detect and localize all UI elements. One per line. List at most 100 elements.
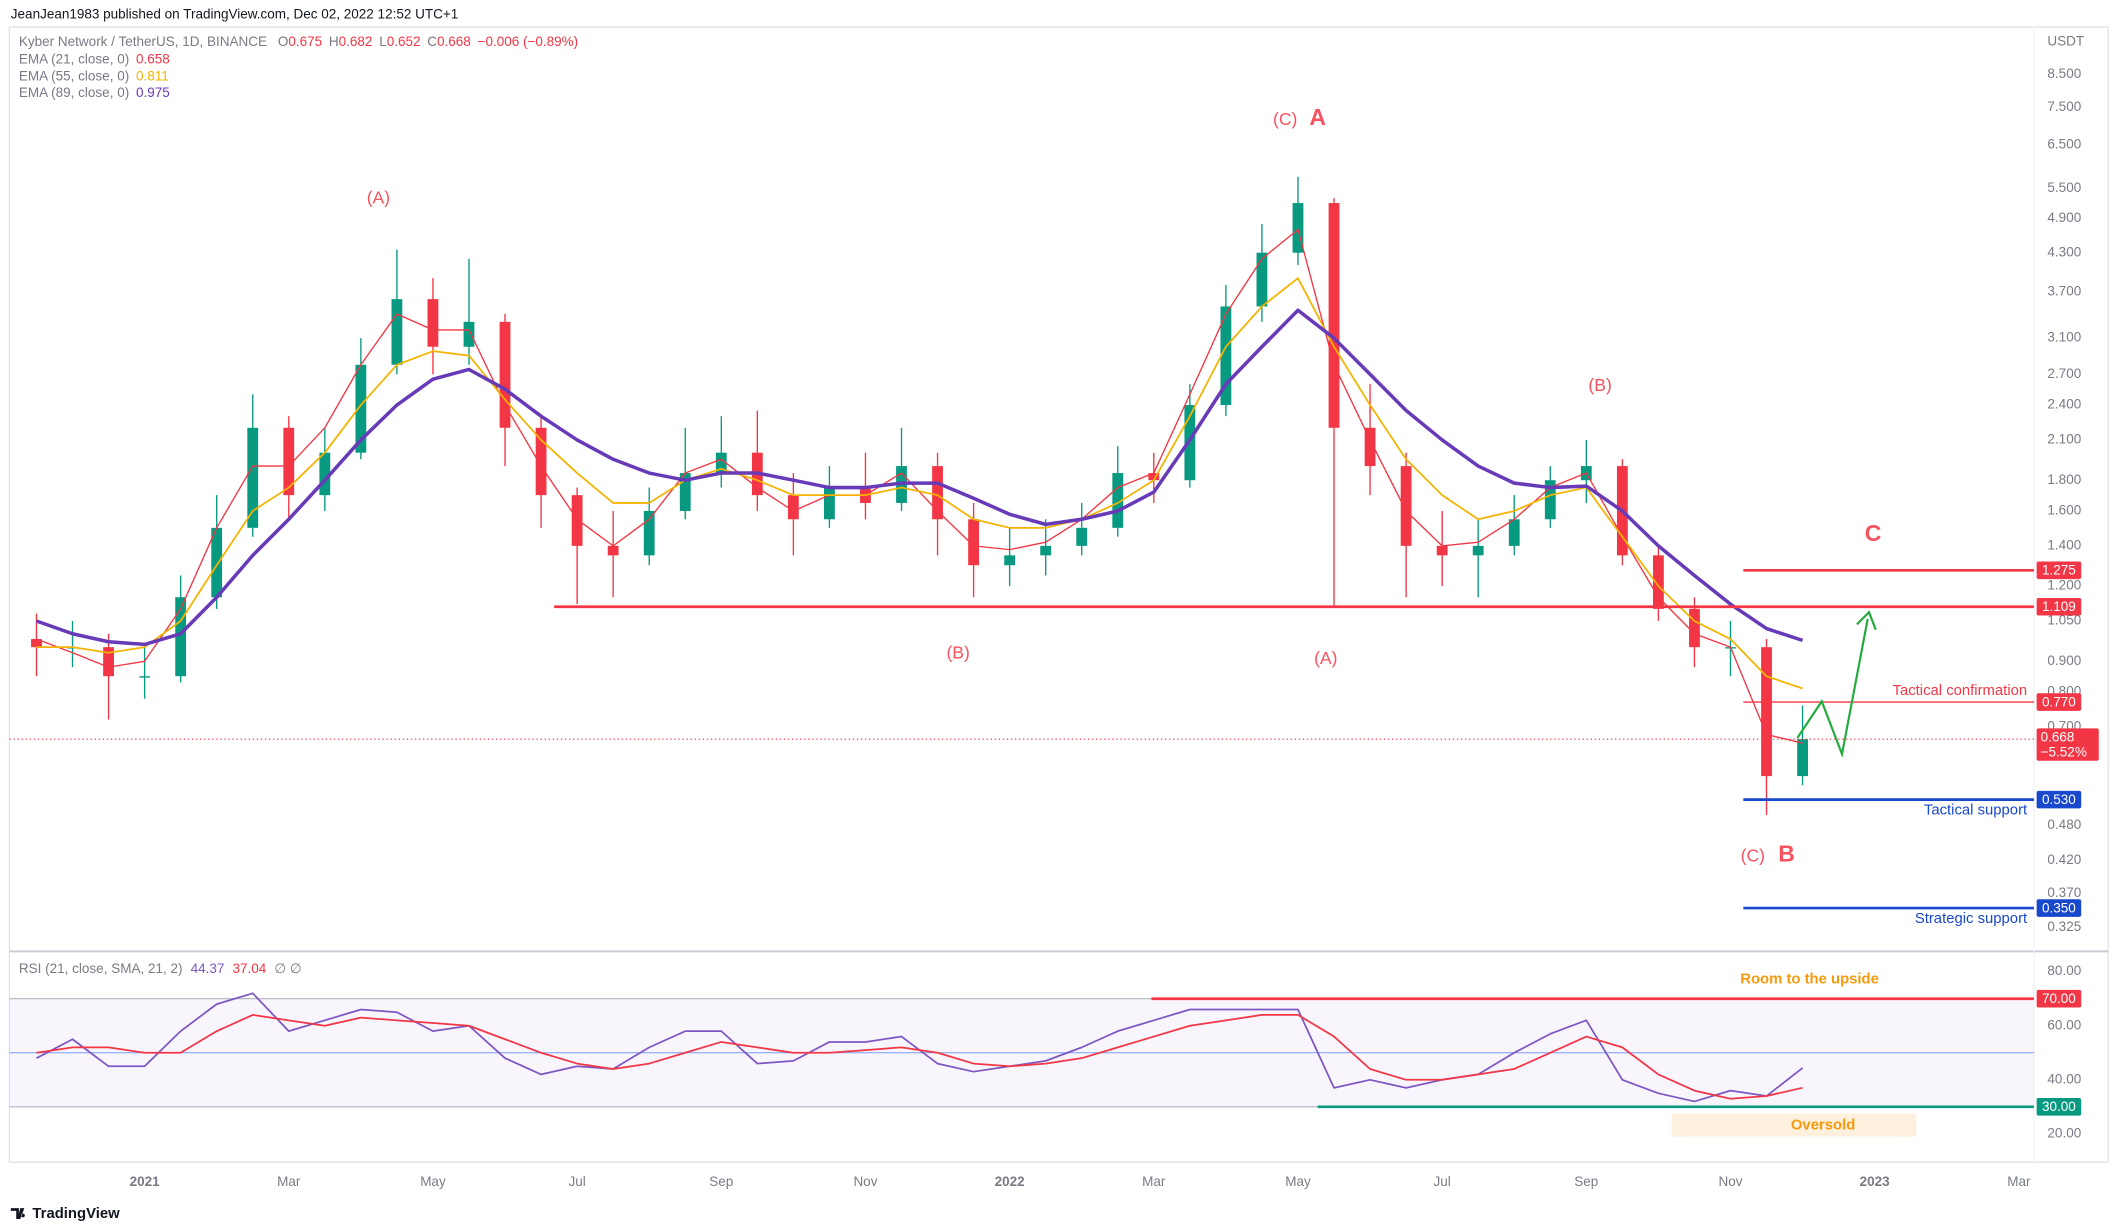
ema-line [35,308,1804,647]
oversold-box [1671,1113,1917,1137]
x-tick-label: Nov [1718,1174,1742,1189]
candle-body [139,676,151,678]
last-price-label: 0.668 [2041,729,2075,744]
candle-body [1472,545,1484,556]
candle-body [175,597,187,677]
candle-body [1652,555,1664,609]
candle-body [283,427,295,496]
x-tick-label: Mar [2007,1174,2031,1189]
price-level-tag-label: 1.275 [2042,563,2076,578]
y-tick-label: 0.370 [2047,885,2081,900]
y-tick-label: 8.500 [2047,66,2081,81]
rsi-level-tag-label: 70.00 [2042,991,2076,1006]
x-tick-label: 2021 [130,1174,161,1189]
x-tick-label: May [420,1174,446,1189]
y-tick-label: 0.420 [2047,852,2081,867]
wave-label: (C) [1741,845,1765,865]
price-level-tag-label: 0.770 [2042,694,2076,709]
candle-body [932,466,943,520]
candle-body [787,495,799,520]
candle-body [1436,545,1448,556]
candle-body [211,527,223,598]
y-tick-label: 1.400 [2047,537,2081,552]
wave-label: C [1865,520,1882,546]
candle-body [1544,480,1556,520]
candle-body [1004,555,1016,566]
x-tick-label: Mar [277,1174,301,1189]
x-tick-label: Sep [709,1174,733,1189]
candle-body [643,510,655,556]
candle-body [607,545,619,556]
y-tick-label: 4.900 [2047,210,2081,225]
level-note: Tactical support [1924,802,2028,818]
y-tick-label: 4.300 [2047,244,2081,259]
wave-label: (B) [946,643,969,663]
wave-label: B [1778,841,1795,867]
legend-value: 0.975 [136,85,170,100]
quote-key: C [427,33,437,48]
rsi-annotation: Room to the upside [1740,972,1879,988]
y-tick-label: 3.700 [2047,284,2081,299]
candle-body [824,487,835,520]
x-tick-label: Nov [853,1174,877,1189]
chart-frame [8,26,2109,1163]
candle-body [1797,739,1808,777]
legend-value: 0.811 [136,68,169,83]
price-level-tag [2036,561,2082,580]
quote-key: O [278,33,289,48]
wave-label: A [1309,104,1326,130]
y-tick-label: 1.050 [2047,613,2081,628]
footer-logo: TradingView [10,1206,120,1222]
price-level-tag-label: 0.530 [2042,792,2076,807]
rsi-tick-label: 60.00 [2047,1017,2081,1032]
price-level-tag [2036,597,2082,616]
last-price-change: −5.52% [2041,744,2087,759]
ema-legend: EMA (21, close, 0) 0.658 [19,51,170,66]
candle-body [319,452,331,496]
candle-body [391,299,403,365]
ema-legend: EMA (55, close, 0) 0.811 [19,68,169,83]
price-level-tag [2036,899,2082,917]
level-note: Tactical confirmation [1893,683,2028,699]
legend-value: 0.658 [136,51,170,66]
x-tick-label: Jul [1434,1174,1451,1189]
candle-body [1400,466,1412,546]
x-tick-label: Mar [1142,1174,1166,1189]
candle-body [535,427,547,496]
rsi-legend-value: 37.04 [232,961,266,976]
price-level-tag [2036,790,2082,809]
rsi-tick-label: 40.00 [2047,1071,2081,1086]
price-level-tag [2036,693,2082,711]
y-tick-label: 1.200 [2047,578,2081,593]
y-tick-label: 0.900 [2047,653,2081,668]
rsi-title: RSI (21, close, SMA, 21, 2) [19,961,183,976]
logo-icon [10,1208,25,1219]
published-note: JeanJean1983 published on TradingView.co… [11,6,458,21]
x-tick-label: May [1285,1174,1311,1189]
candle-body [1761,647,1772,777]
rsi-annotation: Oversold [1791,1118,1855,1134]
ema-line [36,277,1803,690]
x-tick-label: Jul [568,1174,585,1189]
candle-body [355,364,367,453]
y-tick-label: 2.700 [2047,366,2081,381]
candle-body [1040,545,1052,556]
y-tick-label: 0.325 [2047,919,2081,934]
candle-body [499,321,511,428]
candle-body [1508,519,1520,546]
candle-body [1256,252,1268,307]
wave-label: (A) [367,187,390,207]
candle-body [1292,203,1304,253]
y-tick-label: 1.800 [2047,472,2081,487]
rsi-legend-value: 44.37 [191,961,225,976]
rsi-line [36,1014,1803,1100]
background-layer: 8.500 7.500 6.500 5.500 4.900 4.300 3.700 3.100… [9,66,2081,1189]
wave-label: (C) [1273,109,1297,129]
currency-label: USDT [2047,33,2084,48]
candle-body [1112,473,1124,528]
candle-body [1148,473,1160,481]
front-layer: 1.275 1.109 0.770 Tactical confirmation 0.53… [9,561,2099,1116]
legend-name: EMA (21, close, 0) [19,51,129,66]
